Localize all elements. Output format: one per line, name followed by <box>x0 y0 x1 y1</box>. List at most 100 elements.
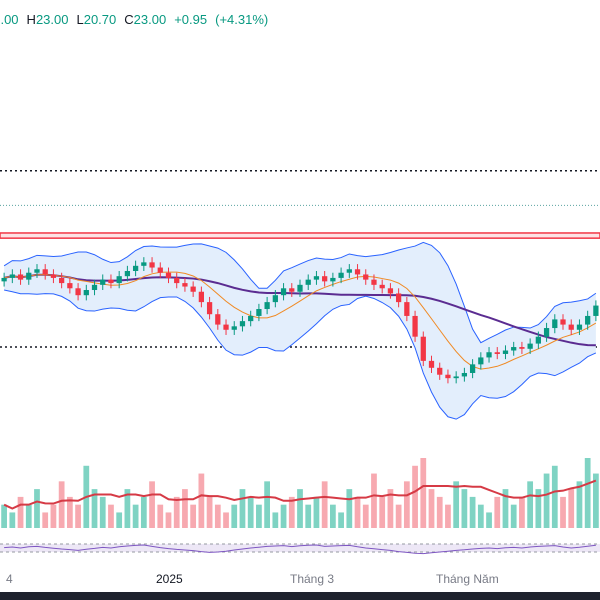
volume-bar <box>354 496 361 528</box>
volume-bar <box>338 512 344 528</box>
candlestick-series <box>1 257 599 384</box>
volume-bar <box>1 504 7 528</box>
volume-bar <box>362 504 369 528</box>
candle-body <box>543 328 550 337</box>
volume-bar <box>436 496 443 528</box>
volume-bar <box>551 465 558 528</box>
candle-body <box>371 279 377 285</box>
high-readout: H23.00 <box>27 12 69 32</box>
candle-body <box>248 315 254 322</box>
volume-bar <box>108 504 114 528</box>
volume-bar <box>288 496 295 528</box>
volume-bar <box>223 512 229 528</box>
change-percent: (+4.31%) <box>215 12 269 27</box>
volume-bar <box>9 512 16 528</box>
candle-body <box>585 315 591 325</box>
candle-body <box>256 309 262 316</box>
volume-bar <box>379 496 386 528</box>
time-label-4: Tháng Năm <box>436 572 499 586</box>
candle-body <box>593 305 599 316</box>
candle-body <box>141 262 147 266</box>
candle-body <box>1 277 7 282</box>
candle-body <box>527 343 533 349</box>
candle-body <box>289 288 295 292</box>
candle-body <box>404 302 410 316</box>
candle-body <box>280 288 287 296</box>
candle-body <box>322 276 328 282</box>
close-readout: C23.00 <box>124 12 166 32</box>
volume-bar <box>519 496 525 528</box>
candle-body <box>59 277 65 284</box>
volume-bar <box>527 481 534 528</box>
volume-pane <box>1 458 599 528</box>
volume-bar <box>214 504 221 528</box>
candle-body <box>34 269 40 273</box>
candle-body <box>486 352 492 358</box>
volume-bar <box>272 512 279 528</box>
volume-bar <box>157 504 164 528</box>
volume-bar <box>403 481 410 528</box>
candle-body <box>42 269 48 275</box>
volume-bar <box>239 489 246 528</box>
price-chart[interactable] <box>0 0 600 568</box>
candle-body <box>91 284 98 291</box>
candle-body <box>223 324 229 330</box>
candle-body <box>461 372 468 377</box>
volume-bar <box>321 481 328 528</box>
candle-body <box>231 326 237 330</box>
candle-body <box>412 315 418 337</box>
candle-body <box>305 279 311 285</box>
candle-body <box>519 347 525 349</box>
candle-body <box>108 279 114 284</box>
volume-bar <box>165 512 172 528</box>
volume-bar <box>502 489 509 528</box>
volume-bar <box>75 504 81 528</box>
volume-bar <box>346 489 353 528</box>
candle-body <box>379 284 385 289</box>
candle-body <box>165 272 172 278</box>
volume-bar <box>50 504 57 528</box>
resistance-zone <box>0 232 600 239</box>
candle-body <box>67 283 73 289</box>
volume-bar <box>568 489 575 528</box>
volume-bar <box>543 473 550 528</box>
candle-body <box>190 286 196 292</box>
time-label-3: Tháng 3 <box>290 572 335 586</box>
candle-body <box>338 272 344 278</box>
candle-body <box>420 336 426 361</box>
close-label: C <box>124 12 134 27</box>
candle-body <box>576 324 583 330</box>
rsi-pane <box>0 543 600 555</box>
time-axis[interactable]: 4 2025 Tháng 3 Tháng Năm <box>0 568 600 590</box>
volume-bar <box>25 504 32 528</box>
volume-bar <box>297 489 303 528</box>
volume-bar <box>477 504 484 528</box>
volume-bar <box>42 512 49 528</box>
volume-bar <box>140 496 147 528</box>
candle-body <box>330 277 336 282</box>
candle-body <box>17 274 24 280</box>
candle-body <box>346 269 352 273</box>
high-value: 23.00 <box>35 12 69 27</box>
bollinger-upper <box>3 241 597 344</box>
high-label: H <box>26 12 36 27</box>
volume-bar <box>132 504 139 528</box>
rsi-line <box>4 544 596 555</box>
volume-bar <box>584 458 591 528</box>
volume-bar <box>330 504 336 528</box>
low-label: L <box>76 12 84 27</box>
volume-bar <box>420 458 427 528</box>
window-bottom-border <box>0 592 600 600</box>
candle-body <box>83 290 89 296</box>
candle-body <box>132 265 139 271</box>
candle-body <box>50 274 57 278</box>
volume-bar <box>99 496 106 528</box>
candle-body <box>206 302 213 315</box>
candle-body <box>363 274 369 280</box>
volume-bar <box>469 496 476 528</box>
candle-body <box>272 295 278 303</box>
volume-bar <box>560 496 566 528</box>
candle-body <box>387 288 394 294</box>
volume-bar <box>576 481 583 528</box>
